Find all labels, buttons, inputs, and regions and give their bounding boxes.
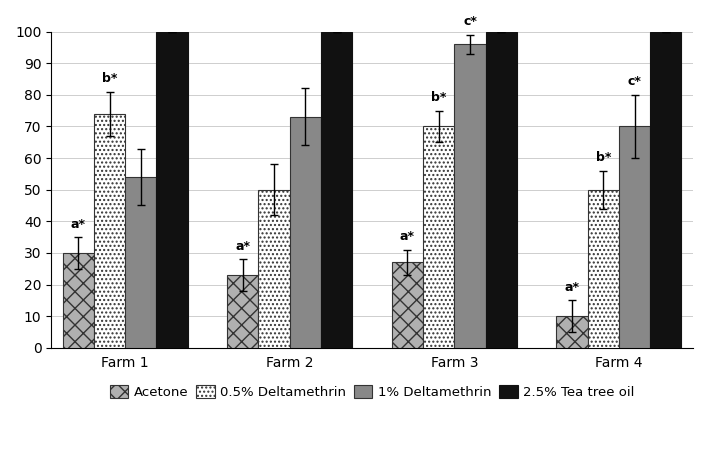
Text: a*: a* bbox=[564, 281, 580, 294]
Text: a*: a* bbox=[400, 230, 415, 243]
Bar bbox=[227, 275, 258, 348]
Legend: Acetone, 0.5% Deltamethrin, 1% Deltamethrin, 2.5% Tea tree oil: Acetone, 0.5% Deltamethrin, 1% Deltameth… bbox=[105, 380, 639, 404]
Text: b*: b* bbox=[102, 73, 118, 85]
Text: c*: c* bbox=[627, 75, 641, 89]
Bar bbox=[619, 126, 650, 348]
Bar bbox=[650, 32, 682, 348]
Text: a*: a* bbox=[235, 240, 251, 253]
Bar bbox=[290, 117, 321, 348]
Text: c*: c* bbox=[463, 15, 477, 28]
Text: b*: b* bbox=[431, 91, 447, 104]
Bar bbox=[588, 190, 619, 348]
Bar bbox=[94, 114, 125, 348]
Bar bbox=[556, 316, 588, 348]
Bar bbox=[125, 177, 156, 348]
Bar bbox=[423, 126, 455, 348]
Text: b*: b* bbox=[595, 151, 611, 164]
Bar bbox=[455, 44, 486, 348]
Bar bbox=[321, 32, 353, 348]
Bar bbox=[486, 32, 517, 348]
Bar bbox=[156, 32, 188, 348]
Bar bbox=[258, 190, 290, 348]
Text: a*: a* bbox=[71, 218, 86, 231]
Bar bbox=[392, 263, 423, 348]
Bar bbox=[62, 253, 94, 348]
